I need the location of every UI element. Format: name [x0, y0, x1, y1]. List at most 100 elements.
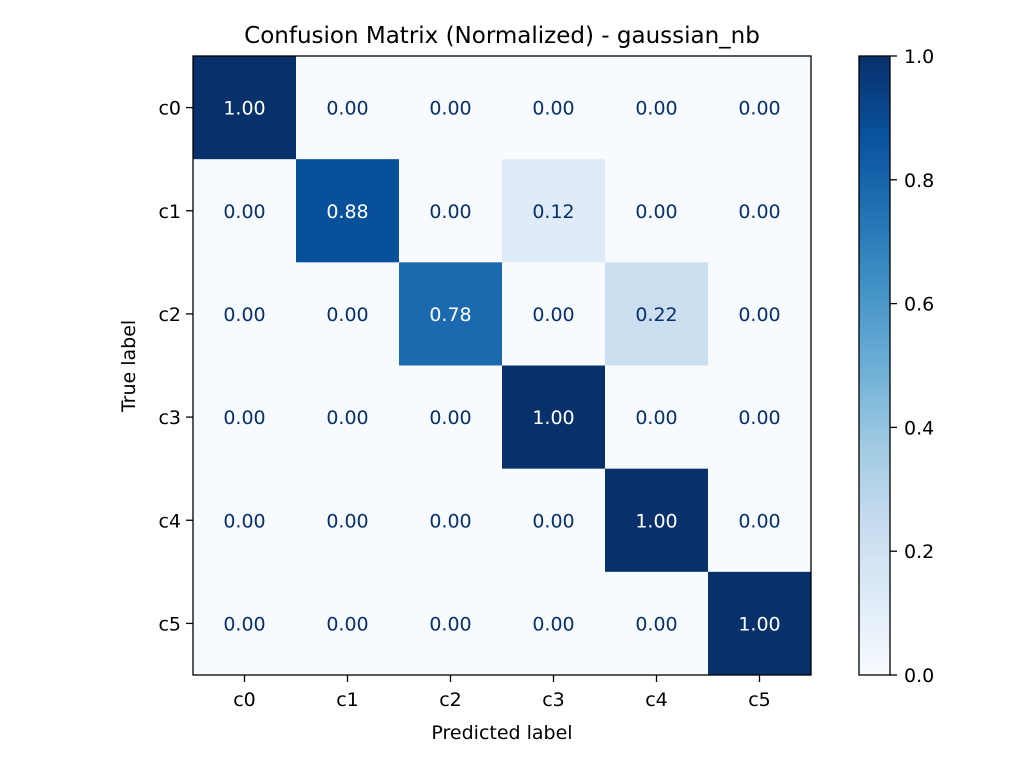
matrix-cell [605, 571, 709, 676]
matrix-cell [605, 56, 709, 160]
x-axis-label: Predicted label [431, 722, 572, 744]
y-tick-label: c3 [158, 407, 181, 429]
matrix-cell [708, 365, 812, 470]
matrix-cell-value: 0.00 [429, 510, 471, 532]
matrix-cell-labels: 1.00 0.00 0.00 0.00 0.00 0.00 0.00 0.88 0.00 0.12… [223, 98, 780, 636]
matrix-cell [296, 571, 400, 676]
colorbar-tick-label: 0.0 [904, 665, 934, 687]
matrix-cell [193, 159, 297, 263]
matrix-cell [502, 571, 606, 676]
colorbar-tick-label: 1.0 [904, 46, 934, 68]
matrix-cell [605, 365, 709, 470]
matrix-cell-value: 0.00 [326, 407, 368, 429]
x-tick-label: c2 [439, 689, 462, 711]
matrix-cell [605, 159, 709, 263]
matrix-cell [502, 365, 606, 470]
matrix-cell [296, 468, 400, 573]
matrix-cell-value: 0.00 [223, 613, 265, 635]
colorbar-tick-label: 0.8 [904, 170, 934, 192]
matrix-cell [708, 159, 812, 263]
matrix-cell-value: 0.12 [532, 201, 574, 223]
matrix-cell-value: 0.00 [635, 407, 677, 429]
matrix-cell [296, 159, 400, 263]
matrix-cell [502, 159, 606, 263]
matrix-cell [708, 56, 812, 160]
matrix-cell-value: 0.00 [429, 407, 471, 429]
x-tick-label: c0 [233, 689, 256, 711]
matrix-cell-value: 0.00 [429, 98, 471, 120]
matrix-cell-value: 1.00 [532, 407, 574, 429]
matrix-cell-value: 0.00 [738, 201, 780, 223]
matrix-cell [399, 365, 503, 470]
x-axis-ticks: c0 c1 c2 c3 c4 c5 [233, 675, 771, 711]
y-tick-label: c1 [158, 201, 181, 223]
matrix-cell-value: 0.00 [326, 613, 368, 635]
matrix-cell [605, 262, 709, 366]
matrix-cell-value: 0.00 [635, 98, 677, 120]
matrix-cell [193, 56, 297, 160]
x-tick-label: c4 [645, 689, 668, 711]
matrix-cell-value: 0.00 [326, 98, 368, 120]
matrix-cell-value: 0.00 [326, 510, 368, 532]
matrix-cell [502, 468, 606, 573]
matrix-cell-value: 0.00 [738, 510, 780, 532]
matrix-cell [193, 262, 297, 366]
matrix-cell [193, 365, 297, 470]
matrix-cell-value: 0.00 [429, 201, 471, 223]
matrix-cell-value: 0.00 [532, 510, 574, 532]
matrix-cell [296, 262, 400, 366]
colorbar-tick-label: 0.2 [904, 541, 934, 563]
colorbar [858, 55, 891, 676]
matrix-cell-value: 0.00 [429, 613, 471, 635]
matrix-cell-value: 0.88 [326, 201, 368, 223]
colorbar-tick-label: 0.4 [904, 417, 934, 439]
matrix-cell-value: 0.00 [635, 613, 677, 635]
x-tick-label: c3 [542, 689, 565, 711]
matrix-cell [605, 468, 709, 573]
matrix-cell-value: 0.00 [738, 304, 780, 326]
matrix-cell-value: 0.00 [223, 407, 265, 429]
matrix-cell [708, 571, 812, 676]
y-tick-label: c2 [158, 304, 181, 326]
y-axis-ticks: c0 c1 c2 c3 c4 c5 [158, 98, 193, 635]
matrix-cell-value: 1.00 [738, 613, 780, 635]
matrix-cell-value: 0.00 [326, 304, 368, 326]
matrix-cell-value: 0.00 [223, 304, 265, 326]
matrix-cell [708, 262, 812, 366]
matrix-cell [399, 56, 503, 160]
matrix-cell-value: 0.00 [532, 304, 574, 326]
matrix-cell [296, 56, 400, 160]
matrix-cell-value: 0.00 [223, 510, 265, 532]
matrix-cell-value: 0.00 [738, 98, 780, 120]
matrix-cell-value: 1.00 [223, 98, 265, 120]
matrix-cells [193, 56, 812, 676]
matrix-cell-value: 0.78 [429, 304, 471, 326]
matrix-cell-value: 0.00 [635, 201, 677, 223]
y-tick-label: c5 [158, 613, 181, 635]
matrix-cell [296, 365, 400, 470]
matrix-cell-value: 0.00 [223, 201, 265, 223]
matrix-cell [708, 468, 812, 573]
matrix-cell-value: 1.00 [635, 510, 677, 532]
matrix-cell [399, 262, 503, 366]
x-tick-label: c1 [336, 689, 359, 711]
matrix-cell [502, 56, 606, 160]
matrix-cell [193, 468, 297, 573]
y-axis-label: True label [118, 320, 140, 413]
y-tick-label: c0 [158, 98, 181, 120]
matrix-cell [399, 571, 503, 676]
y-tick-label: c4 [158, 510, 181, 532]
matrix-cell-value: 0.00 [738, 407, 780, 429]
chart-title: Confusion Matrix (Normalized) - gaussian… [244, 23, 760, 49]
x-tick-label: c5 [748, 689, 771, 711]
matrix-cell [193, 571, 297, 676]
matrix-cell-value: 0.22 [635, 304, 677, 326]
matrix-cell-value: 0.00 [532, 98, 574, 120]
matrix-cell-value: 0.00 [532, 613, 574, 635]
matrix-cell [502, 262, 606, 366]
colorbar-tick-label: 0.6 [904, 294, 934, 316]
matrix-cell [399, 468, 503, 573]
colorbar-ticks: 0.0 0.2 0.4 0.6 0.8 1.0 [890, 46, 934, 687]
matrix-cell [399, 159, 503, 263]
